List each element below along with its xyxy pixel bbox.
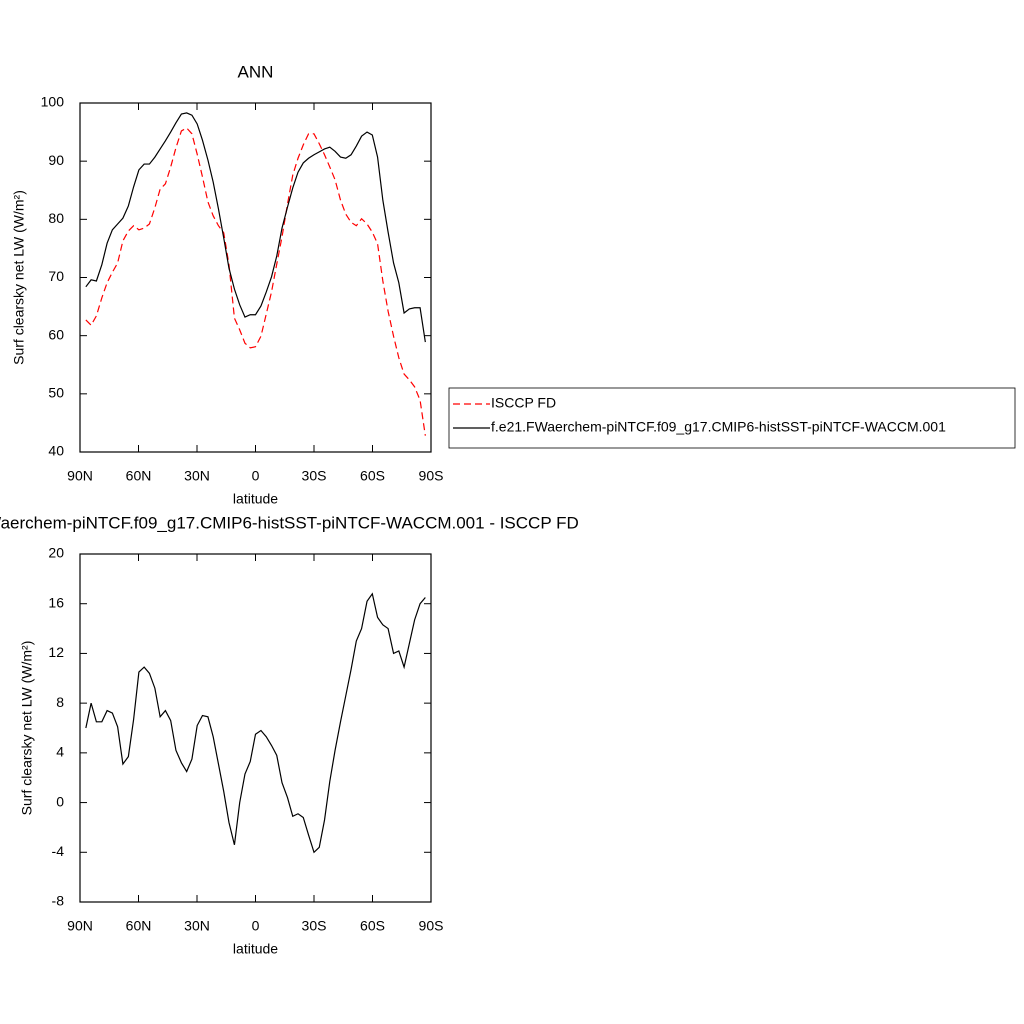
x-tick-label: 0 — [252, 918, 260, 934]
plot-frame — [79, 102, 432, 453]
y-tick-label: 16 — [48, 594, 64, 610]
y-tick-label: 20 — [48, 545, 64, 561]
x-tick-label: 90S — [419, 468, 444, 484]
x-tick-label: 90S — [419, 918, 444, 934]
y-axis-label: Surf clearsky net LW (W/m²) — [19, 641, 35, 816]
x-tick-label: 60S — [360, 468, 385, 484]
y-tick-label: -8 — [52, 893, 65, 909]
y-tick-label: 60 — [48, 326, 64, 342]
y-tick-label: 4 — [56, 744, 64, 760]
x-tick-label: 90N — [67, 468, 93, 484]
chart-title: ANN — [238, 62, 274, 81]
legend-label: ISCCP FD — [491, 395, 556, 411]
x-tick-label: 30N — [184, 918, 210, 934]
x-axis-label: latitude — [233, 491, 278, 507]
legend-box — [448, 387, 1016, 449]
x-tick-label: 60N — [126, 468, 152, 484]
data-line — [85, 127, 426, 436]
data-line — [85, 592, 426, 854]
y-tick-label: 40 — [48, 443, 64, 459]
legend-label: f.e21.FWaerchem-piNTCF.f09_g17.CMIP6-his… — [491, 419, 946, 435]
data-line — [85, 112, 426, 343]
x-tick-label: 30N — [184, 468, 210, 484]
y-tick-label: 70 — [48, 268, 64, 284]
x-tick-label: 60S — [360, 918, 385, 934]
y-tick-label: 0 — [56, 793, 64, 809]
x-tick-label: 60N — [126, 918, 152, 934]
y-tick-label: -4 — [52, 843, 65, 859]
x-tick-label: 30S — [302, 468, 327, 484]
y-tick-label: 100 — [41, 94, 65, 110]
y-axis-label: Surf clearsky net LW (W/m²) — [11, 190, 27, 365]
y-tick-label: 12 — [48, 644, 64, 660]
y-tick-label: 90 — [48, 152, 64, 168]
y-tick-label: 8 — [56, 694, 64, 710]
legend: ISCCP FD f.e21.FWaerchem-piNTCF.f09_g17.C… — [448, 387, 1016, 449]
x-tick-label: 0 — [252, 468, 260, 484]
chart-title: f.e21.FWaerchem-piNTCF.f09_g17.CMIP6-his… — [0, 513, 579, 532]
x-tick-label: 90N — [67, 918, 93, 934]
x-axis-label: latitude — [233, 941, 278, 957]
x-tick-label: 30S — [302, 918, 327, 934]
y-tick-label: 50 — [48, 385, 64, 401]
y-tick-label: 80 — [48, 210, 64, 226]
